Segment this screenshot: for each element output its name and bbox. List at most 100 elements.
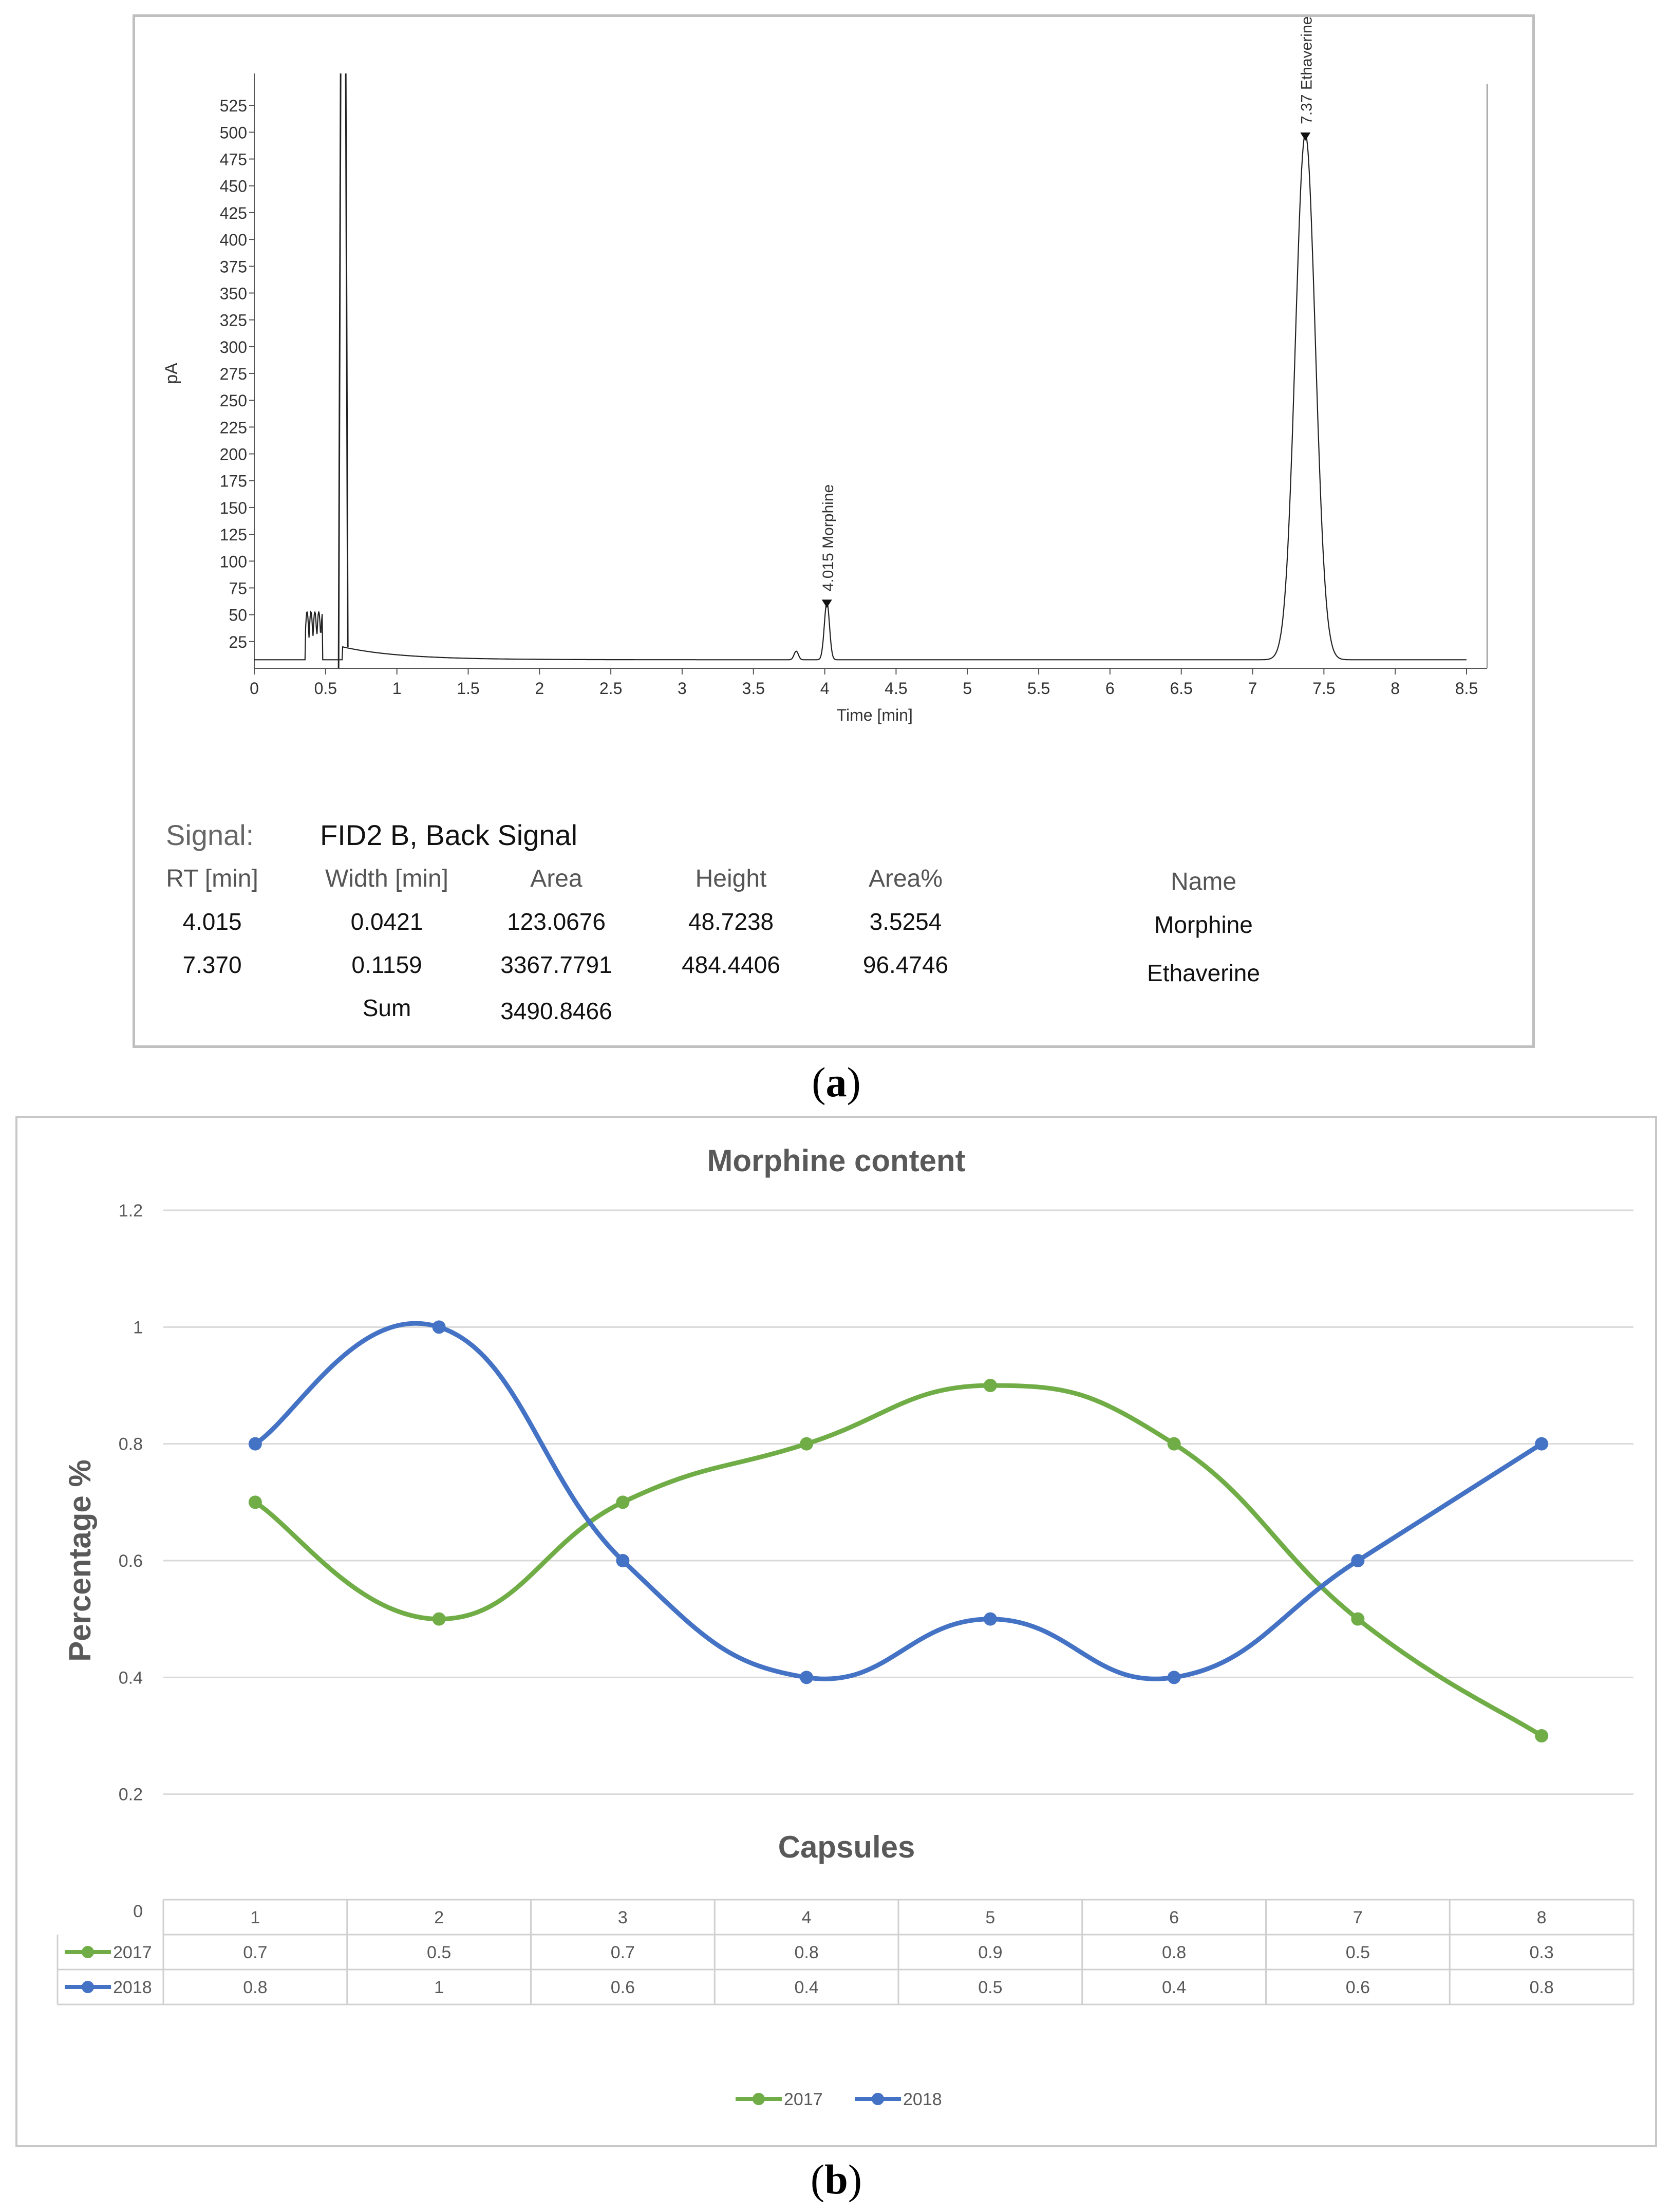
x-tick-label: 8.5 bbox=[1455, 679, 1478, 698]
table-value: 0.4 bbox=[794, 1978, 818, 1997]
x-tick-label: 2 bbox=[535, 679, 544, 698]
y-tick-label: 250 bbox=[220, 391, 247, 410]
x-tick-label: 3.5 bbox=[742, 679, 765, 698]
row2-width: 0.1159 bbox=[351, 951, 422, 978]
caption-b: (b) bbox=[759, 2155, 913, 2204]
y-tick-label: 1.2 bbox=[119, 1201, 143, 1221]
chromatogram-panel: 25 50 75 100 125 150 175 200 225 250 275 300 325 350 3… bbox=[133, 14, 1535, 1048]
row1-width: 0.0421 bbox=[350, 908, 423, 935]
table-series-label: 2017 bbox=[113, 1943, 152, 1962]
signal-label: Signal: bbox=[166, 819, 254, 851]
signal-table: Signal: FID2 B, Back Signal RT [min] Wid… bbox=[135, 17, 1532, 1045]
x-tick-label: 7 bbox=[1248, 679, 1257, 698]
table-legend-marker bbox=[82, 1946, 94, 1958]
caption-b-close: ) bbox=[848, 2156, 862, 2203]
caption-a: (a) bbox=[759, 1058, 913, 1107]
table-value: 0.5 bbox=[1346, 1943, 1370, 1962]
y-tick-label: 150 bbox=[220, 499, 247, 517]
data-point-2018 bbox=[616, 1554, 630, 1567]
sum-value: 3490.8466 bbox=[500, 998, 612, 1024]
header-width: Width [min] bbox=[325, 865, 449, 892]
x-tick-label: 6 bbox=[1105, 679, 1115, 698]
data-point-2017 bbox=[1167, 1437, 1181, 1451]
table-value: 0.8 bbox=[1529, 1978, 1553, 1997]
data-point-2018 bbox=[983, 1612, 997, 1626]
table-category: 7 bbox=[1353, 1908, 1363, 1927]
data-point-2017 bbox=[1351, 1612, 1365, 1626]
table-value: 0.3 bbox=[1529, 1943, 1553, 1962]
y-tick-label: 0 bbox=[133, 1902, 143, 1921]
x-tick-label: 8 bbox=[1391, 679, 1400, 698]
data-point-2018 bbox=[1351, 1554, 1365, 1567]
chart-title: Morphine content bbox=[707, 1144, 965, 1178]
x-tick-label: 3 bbox=[678, 679, 687, 698]
table-category: 5 bbox=[985, 1908, 995, 1927]
peak-marker bbox=[821, 599, 832, 608]
data-point-2018 bbox=[800, 1671, 814, 1684]
x-tick-label: 1.5 bbox=[457, 679, 479, 698]
y-tick-label: 350 bbox=[220, 284, 247, 303]
y-tick-label: 0.6 bbox=[119, 1551, 143, 1571]
data-point-2018 bbox=[432, 1320, 446, 1334]
x-tick-label: 4.5 bbox=[885, 679, 907, 698]
y-tick-label: 475 bbox=[220, 151, 247, 169]
x-tick-label: 1 bbox=[392, 679, 402, 698]
row2-area: 3367.7791 bbox=[500, 951, 612, 978]
y-tick-label: 100 bbox=[220, 552, 247, 571]
series-line-2018 bbox=[253, 1321, 1544, 1681]
table-value: 0.8 bbox=[243, 1978, 267, 1997]
table-value: 0.8 bbox=[1162, 1943, 1186, 1962]
table-legend-marker bbox=[82, 1981, 94, 1993]
data-point-2018 bbox=[1535, 1437, 1549, 1451]
row1-height: 48.7238 bbox=[688, 908, 774, 935]
table-value: 0.4 bbox=[1162, 1978, 1186, 1997]
table-value: 0.7 bbox=[611, 1943, 635, 1962]
legend-label-2017: 2017 bbox=[784, 2090, 823, 2109]
row1-area: 123.0676 bbox=[507, 908, 606, 935]
x-axis-title: Time [min] bbox=[837, 706, 913, 724]
data-point-2017 bbox=[1535, 1729, 1549, 1742]
row2-height: 484.4406 bbox=[682, 951, 780, 978]
row2-area-percent: 96.4746 bbox=[862, 951, 949, 978]
peak-label: 4.015 Morphine bbox=[820, 484, 837, 591]
data-point-2018 bbox=[1167, 1671, 1181, 1684]
table-value: 1 bbox=[434, 1978, 444, 1997]
series-line-2017 bbox=[253, 1383, 1544, 1738]
y-tick-label: 300 bbox=[220, 338, 247, 357]
peak-label: 7.37 Ethaverine bbox=[1298, 17, 1315, 124]
data-point-2017 bbox=[248, 1495, 262, 1509]
table-value: 0.7 bbox=[243, 1943, 267, 1962]
sum-label: Sum bbox=[362, 995, 411, 1021]
y-tick-label: 0.8 bbox=[119, 1435, 143, 1454]
y-axis-title: pA bbox=[162, 363, 181, 384]
x-tick-label: 5.5 bbox=[1027, 679, 1050, 698]
y-tick-label: 275 bbox=[220, 365, 247, 383]
morphine-content-panel: Morphine content 0 0.2 0.4 0.6 0.8 1 1.2 Percent… bbox=[15, 1116, 1657, 2147]
table-category: 6 bbox=[1169, 1908, 1179, 1927]
table-value: 0.6 bbox=[611, 1978, 635, 1997]
header-area: Area bbox=[530, 865, 583, 892]
row1-area-percent: 3.5254 bbox=[869, 908, 942, 935]
table-category: 8 bbox=[1537, 1908, 1547, 1927]
y-tick-label: 450 bbox=[220, 177, 247, 196]
y-tick-label: 0.4 bbox=[119, 1668, 143, 1688]
data-point-2017 bbox=[983, 1379, 997, 1392]
y-tick-label: 25 bbox=[229, 633, 247, 651]
solvent-peak bbox=[337, 73, 349, 669]
caption-a-open: ( bbox=[812, 1059, 826, 1105]
y-tick-label: 400 bbox=[220, 231, 247, 249]
legend-marker-2017 bbox=[753, 2093, 765, 2105]
caption-b-open: ( bbox=[810, 2156, 825, 2203]
y-tick-label: 75 bbox=[229, 579, 247, 597]
morphine-content-chart: Morphine content 0 0.2 0.4 0.6 0.8 1 1.2 Percent… bbox=[57, 1144, 1635, 2109]
table-category: 2 bbox=[434, 1908, 444, 1927]
y-tick-label: 0.2 bbox=[119, 1785, 143, 1805]
y-tick-label: 525 bbox=[220, 97, 247, 115]
y-tick-label: 1 bbox=[133, 1318, 143, 1337]
table-value: 0.9 bbox=[978, 1943, 1002, 1962]
table-value: 0.8 bbox=[794, 1943, 818, 1962]
header-area-percent: Area% bbox=[868, 865, 943, 892]
x-tick-label: 2.5 bbox=[599, 679, 622, 698]
x-axis-title: Capsules bbox=[778, 1830, 915, 1864]
x-tick-label: 0 bbox=[250, 679, 259, 698]
